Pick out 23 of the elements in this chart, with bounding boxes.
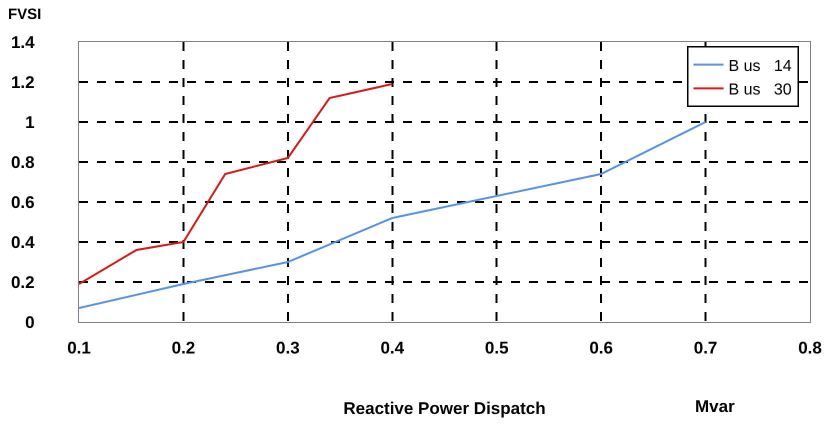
y-tick-label: 0.6 <box>10 192 35 212</box>
x-tick-label: 0.3 <box>276 338 300 358</box>
legend-label: B us 30 <box>728 82 792 99</box>
text: Mvar <box>695 397 736 416</box>
x-tick-label: 0.1 <box>67 338 91 358</box>
y-tick-label: 0.8 <box>10 152 35 172</box>
x-tick-label: 0.4 <box>380 338 405 358</box>
x-tick-label: 0.8 <box>798 338 822 358</box>
y-tick-label: 0.2 <box>10 272 35 292</box>
line-series <box>79 83 394 285</box>
y-tick-label: 0 <box>25 312 35 332</box>
y-tick-label: 1 <box>25 112 35 132</box>
line-series <box>79 121 707 309</box>
y-axis-title: FVSI <box>8 6 42 23</box>
x-tick-label: 0.7 <box>694 338 718 358</box>
y-tick-label: 0.4 <box>10 232 36 252</box>
x-tick-label: 0.5 <box>484 338 509 358</box>
y-tick-label: 1.2 <box>10 72 35 92</box>
x-tick-label: 0.2 <box>172 338 196 358</box>
x-axis-title: Reactive Power Dispatch <box>343 398 546 418</box>
legend-label: B us 14 <box>728 58 792 75</box>
x-tick-label: 0.6 <box>589 338 613 358</box>
y-tick-label: 1.4 <box>10 32 36 52</box>
